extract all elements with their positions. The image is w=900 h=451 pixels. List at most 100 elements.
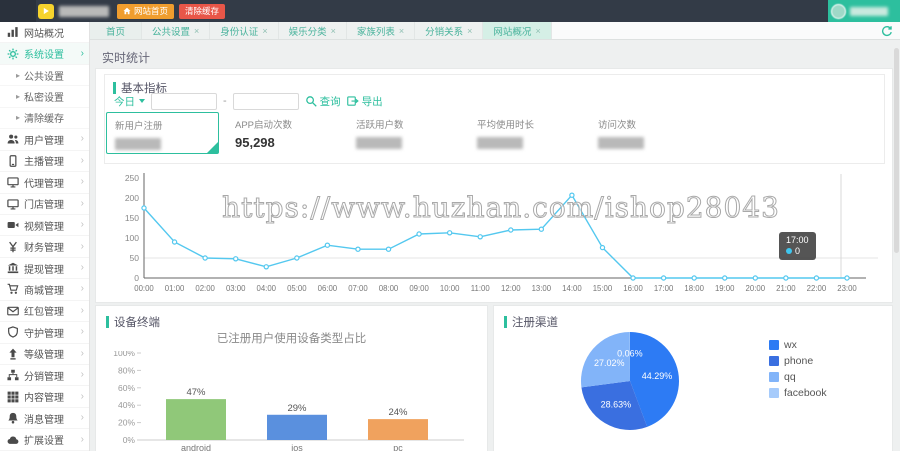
- tab-close-icon[interactable]: ×: [535, 25, 541, 36]
- svg-text:0.06%: 0.06%: [617, 349, 643, 359]
- chevron-right-icon: ›: [80, 326, 84, 338]
- stat-card-2[interactable]: 活跃用户数: [348, 112, 461, 154]
- sidebar-item-label: 视频管理: [24, 221, 64, 233]
- sidebar-item-8[interactable]: 提现管理 ›: [0, 258, 89, 280]
- avatar[interactable]: [831, 3, 846, 19]
- tab-5[interactable]: 分销关系 ×: [415, 22, 484, 39]
- chevron-right-icon: ›: [80, 47, 84, 59]
- tab-close-icon[interactable]: ×: [194, 25, 200, 36]
- app-logo-icon[interactable]: [38, 3, 54, 19]
- legend-swatch-icon: [769, 356, 779, 366]
- chevron-right-icon: ›: [80, 219, 84, 231]
- sidebar-item-2[interactable]: 用户管理 ›: [0, 129, 89, 151]
- sidebar-item-label: 财务管理: [24, 243, 64, 255]
- sidebar-item-10[interactable]: 红包管理 ›: [0, 301, 89, 323]
- legend-label: wx: [784, 339, 797, 351]
- legend-item-qq[interactable]: qq: [769, 371, 827, 383]
- svg-text:50: 50: [130, 253, 140, 263]
- query-label: 查询: [319, 95, 341, 108]
- stat-card-3[interactable]: 平均使用时长: [469, 112, 582, 154]
- basic-metrics-box: 基本指标: [104, 74, 885, 164]
- svg-text:17:00: 17:00: [654, 284, 674, 293]
- stat-card-label: 平均使用时长: [477, 120, 535, 131]
- tab-close-icon[interactable]: ×: [467, 25, 473, 36]
- tab-2[interactable]: 身份认证 ×: [210, 22, 279, 39]
- legend-label: qq: [784, 371, 796, 383]
- query-button[interactable]: 查询: [305, 94, 341, 109]
- user-name-blurred: [850, 6, 888, 16]
- sidebar-subitem-label: 清除缓存: [24, 114, 65, 126]
- tab-3[interactable]: 娱乐分类 ×: [278, 22, 347, 39]
- legend-item-phone[interactable]: phone: [769, 355, 827, 367]
- svg-text:04:00: 04:00: [257, 284, 277, 293]
- play-icon: [43, 7, 49, 15]
- site-home-button[interactable]: 网站首页: [117, 3, 175, 19]
- sidebar-item-14[interactable]: 内容管理 ›: [0, 386, 89, 408]
- sidebar-item-7[interactable]: 财务管理 ›: [0, 236, 89, 258]
- legend-item-wx[interactable]: wx: [769, 339, 827, 351]
- svg-text:29%: 29%: [287, 403, 307, 414]
- line-chart[interactable]: 0 50 100 150 200 250 00:00 01:00 02:00 03:00 04:00…: [96, 166, 894, 302]
- tab-label: 分销关系: [425, 26, 464, 38]
- tab-close-icon[interactable]: ×: [262, 25, 268, 36]
- sidebar-item-3[interactable]: 主播管理 ›: [0, 151, 89, 173]
- cart-icon: [7, 283, 20, 296]
- bar-chart[interactable]: 0% 20% 40% 60% 80% 100% 47% android 29% ios 24% pc: [96, 351, 489, 451]
- sidebar-item-1[interactable]: 系统设置 ›: [0, 43, 89, 65]
- tab-0[interactable]: 首页: [90, 22, 143, 39]
- sidebar-item-11[interactable]: 守护管理 ›: [0, 322, 89, 344]
- pie-chart[interactable]: 44.29% 28.63% 27.02%0.06%: [494, 324, 764, 451]
- stat-card-label: APP启动次数: [235, 120, 293, 131]
- sidebar-subitem-1-2[interactable]: ▸ 清除缓存: [0, 108, 89, 130]
- stat-card-0[interactable]: 新用户注册: [106, 112, 219, 154]
- sidebar-item-15[interactable]: 消息管理 ›: [0, 408, 89, 430]
- stat-card-1[interactable]: APP启动次数 95,298: [227, 112, 340, 154]
- sidebar-subitem-label: 公共设置: [24, 71, 65, 83]
- sidebar-item-6[interactable]: 视频管理 ›: [0, 215, 89, 237]
- tab-1[interactable]: 公共设置 ×: [142, 22, 211, 39]
- tab-label: 公共设置: [152, 26, 191, 38]
- svg-text:11:00: 11:00: [471, 284, 491, 293]
- svg-text:16:00: 16:00: [623, 284, 643, 293]
- svg-text:07:00: 07:00: [348, 284, 368, 293]
- stat-card-4[interactable]: 访问次数: [590, 112, 703, 154]
- tab-label: 网站概况: [493, 26, 532, 38]
- date-from-input[interactable]: [151, 92, 217, 110]
- chevron-right-icon: ›: [80, 412, 84, 424]
- chevron-right-icon: ›: [80, 197, 84, 209]
- sidebar-item-5[interactable]: 门店管理 ›: [0, 194, 89, 215]
- sidebar-item-0[interactable]: 网站概况: [0, 22, 89, 44]
- sidebar-item-9[interactable]: 商城管理 ›: [0, 279, 89, 301]
- sidebar-item-13[interactable]: 分销管理 ›: [0, 365, 89, 387]
- refresh-button[interactable]: [874, 22, 900, 39]
- date-range-select[interactable]: 今日: [114, 94, 145, 109]
- date-to-input[interactable]: [232, 92, 299, 110]
- sidebar-subitem-1-1[interactable]: ▸ 私密设置: [0, 86, 89, 108]
- svg-text:23:00: 23:00: [837, 284, 857, 293]
- scrollbar-thumb[interactable]: [894, 48, 899, 253]
- topbar-user-area[interactable]: [828, 0, 900, 22]
- sidebar-item-label: 系统设置: [24, 50, 64, 62]
- chevron-right-icon: ›: [80, 390, 84, 402]
- clear-cache-button[interactable]: 清除缓存: [179, 3, 226, 19]
- bell-icon: [7, 412, 20, 425]
- sidebar-item-16[interactable]: 扩展设置 ›: [0, 429, 89, 451]
- svg-text:18:00: 18:00: [684, 284, 704, 293]
- tab-4[interactable]: 家族列表 ×: [346, 22, 416, 39]
- svg-text:01:00: 01:00: [165, 284, 185, 293]
- date-range-label: 今日: [114, 95, 135, 108]
- legend-item-facebook[interactable]: facebook: [769, 387, 827, 399]
- source-panel: 注册渠道 44.29% 28.63% 27.02% 0.06% wx phone qq fa…: [493, 305, 893, 451]
- tab-6[interactable]: 网站概况 ×: [483, 22, 552, 39]
- svg-text:0: 0: [134, 273, 139, 283]
- sidebar-subitem-1-0[interactable]: ▸ 公共设置: [0, 65, 89, 87]
- sidebar-item-4[interactable]: 代理管理 ›: [0, 172, 89, 194]
- sidebar-item-12[interactable]: 等级管理 ›: [0, 344, 89, 365]
- export-button[interactable]: 导出: [346, 94, 383, 109]
- tabbar: 首页 公共设置 × 身份认证 × 娱乐分类 × 家族列表 × 分销关系 × 网站概况 ×: [90, 22, 900, 40]
- site-title-blurred: [59, 5, 109, 17]
- metrics-panel: 基本指标 今日 - 查询 导出 新用户注册 APP启动次数 95,298 活跃用户数 平…: [95, 68, 893, 303]
- tab-close-icon[interactable]: ×: [330, 25, 336, 36]
- search-icon: [305, 96, 317, 107]
- tab-close-icon[interactable]: ×: [398, 25, 405, 36]
